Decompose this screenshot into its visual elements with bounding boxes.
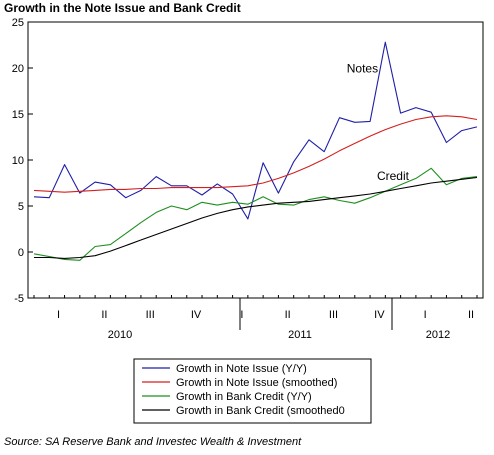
legend-box [133,358,372,424]
x-quarter-label: III [146,309,155,321]
legend-entry: Growth in Note Issue (smoothed) [176,377,337,389]
annotation-label: Credit [377,169,410,183]
x-year-label: 2012 [426,329,450,341]
series-line-3 [33,167,478,261]
y-tick-label: 25 [12,17,24,29]
legend: Growth in Note Issue (Y/Y) Growth in Note… [133,358,372,424]
plot-frame [27,21,484,299]
y-tick-label: 5 [18,201,24,213]
y-tick-label: 10 [12,155,24,167]
series-line-2 [33,115,478,193]
x-quarter-label: II [468,309,474,321]
legend-entry: Growth in Bank Credit (Y/Y) [176,391,312,403]
annotation-label: Notes [347,62,378,76]
series-line-1 [33,41,478,220]
x-quarter-label: I [424,309,427,321]
x-quarter-label: III [329,309,338,321]
annotations: Notes Credit [347,62,410,184]
y-tick-label: 20 [12,63,24,75]
y-tick-label: 15 [12,109,24,121]
series-line-4 [34,176,478,259]
x-quarter-label: I [240,309,243,321]
x-quarter-label: II [101,309,107,321]
legend-entry: Growth in Bank Credit (smoothed0 [176,405,345,417]
chart-title: Growth in the Note Issue and Bank Credit [4,1,241,15]
x-quarter-label: I [57,309,60,321]
x-quarter-label: II [285,309,291,321]
legend-entry: Growth in Note Issue (Y/Y) [176,363,307,375]
y-tick-label: 0 [18,247,24,259]
source-note: Source: SA Reserve Bank and Investec Wea… [4,436,302,448]
series-group [33,41,478,261]
x-year-label: 2010 [108,329,132,341]
x-quarter-label: IV [191,309,202,321]
y-axis: -5 0 5 10 15 20 25 [12,17,33,305]
x-quarter-label: IV [374,309,385,321]
x-year-label: 2011 [288,329,312,341]
y-tick-label: -5 [14,293,24,305]
